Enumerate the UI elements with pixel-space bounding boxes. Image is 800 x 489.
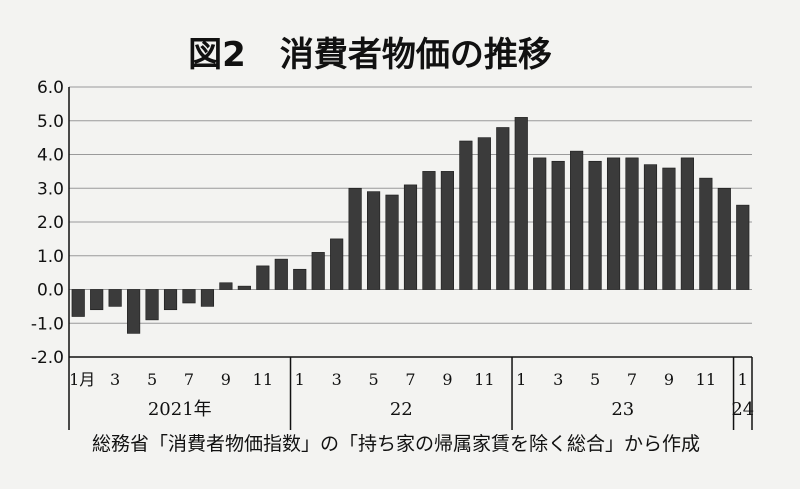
bar [182,289,196,304]
y-tick-label: -2.0 [31,348,64,368]
bar [330,238,344,290]
year-label: 22 [390,399,413,420]
chart-title: 図2 消費者物価の推移 [188,35,552,75]
bar [606,157,621,290]
x-tick-label: 7 [184,370,194,389]
x-tick-label: 1月 [69,370,95,389]
x-tick-label: 9 [664,370,674,389]
bars [71,117,750,334]
bar [717,187,731,290]
source-note: 総務省「消費者物価指数」の「持ち家の帰属家賃を除く総合」から作成 [92,433,700,455]
bar [385,194,399,290]
y-tick-label: 5.0 [37,112,64,132]
bar [163,289,178,311]
bar [145,289,159,321]
y-tick-label: -1.0 [31,314,64,334]
bar [293,268,307,290]
year-label: 24 [731,399,754,420]
bar [625,157,639,290]
x-tick-label: 7 [627,370,637,389]
bar [588,160,602,290]
bar [459,140,473,290]
x-tick-label: 5 [590,370,600,389]
x-tick-label: 9 [221,370,231,389]
y-tick-label: 4.0 [37,146,64,166]
year-label: 23 [611,399,634,420]
x-tick-label: 5 [147,370,157,389]
x-tick-label: 1 [516,370,526,389]
x-tick-label: 11 [696,370,716,389]
y-axis-tick-labels: 6.0 5.0 4.0 3.0 2.0 1.0 0.0 -1.0 -2.0 [31,78,64,368]
bar [680,157,694,290]
x-tick-label: 3 [110,370,120,389]
bar [108,289,122,307]
bar [127,289,141,334]
bar [570,150,584,290]
x-tick-label: 3 [553,370,563,389]
bar [422,171,436,290]
y-tick-label: 1.0 [37,247,64,267]
bar [477,137,491,290]
x-tick-label: 11 [253,370,273,389]
bar [256,265,270,290]
y-tick-label: 0.0 [37,281,64,301]
bar [440,171,454,290]
bar [366,191,381,290]
bar [736,204,750,290]
bar [551,160,565,290]
bar [496,127,510,290]
y-tick-label: 6.0 [37,78,64,98]
y-tick-label: 3.0 [37,179,64,199]
bar [237,285,251,290]
bar [533,157,547,290]
bar [219,282,233,290]
bar [403,184,418,290]
bar [643,164,658,290]
y-tick-label: 2.0 [37,213,64,233]
x-tick-label: 11 [474,370,494,389]
x-tick-label: 1 [295,370,305,389]
bar [200,289,215,307]
year-label: 2021年 [148,399,212,420]
x-tick-label: 9 [442,370,452,389]
x-tick-label: 5 [368,370,378,389]
bar [514,117,528,290]
bar [274,258,288,290]
bar [348,187,362,290]
x-tick-label: 3 [332,370,342,389]
bar [90,289,104,311]
x-tick-label: 7 [405,370,415,389]
bar [71,289,85,317]
bar [662,167,676,290]
x-tick-label: 1 [738,370,748,389]
bar [311,252,325,290]
bar [699,177,713,290]
